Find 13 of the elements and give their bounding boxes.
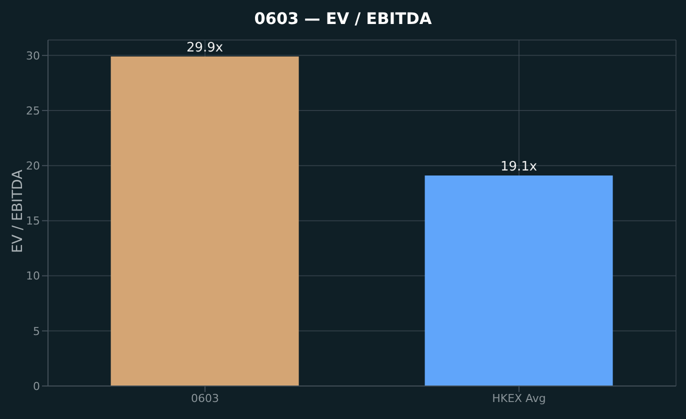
x-tick-label: 0603 <box>191 392 219 405</box>
y-tick-label: 0 <box>33 380 40 393</box>
y-tick-label: 30 <box>26 49 40 62</box>
y-tick-label: 20 <box>26 160 40 173</box>
data-label: 19.1x <box>500 160 538 175</box>
y-tick-label: 25 <box>26 104 40 118</box>
y-axis-title: EV / EBITDA <box>10 169 26 253</box>
y-tick-label: 15 <box>26 214 40 228</box>
data-label: 29.9x <box>186 40 224 56</box>
chart-title: 0603 — EV / EBITDA <box>253 9 433 28</box>
x-tick-label: HKEX Avg <box>492 392 546 405</box>
y-tick-label: 5 <box>33 324 40 338</box>
y-tick-label: 10 <box>26 270 40 283</box>
